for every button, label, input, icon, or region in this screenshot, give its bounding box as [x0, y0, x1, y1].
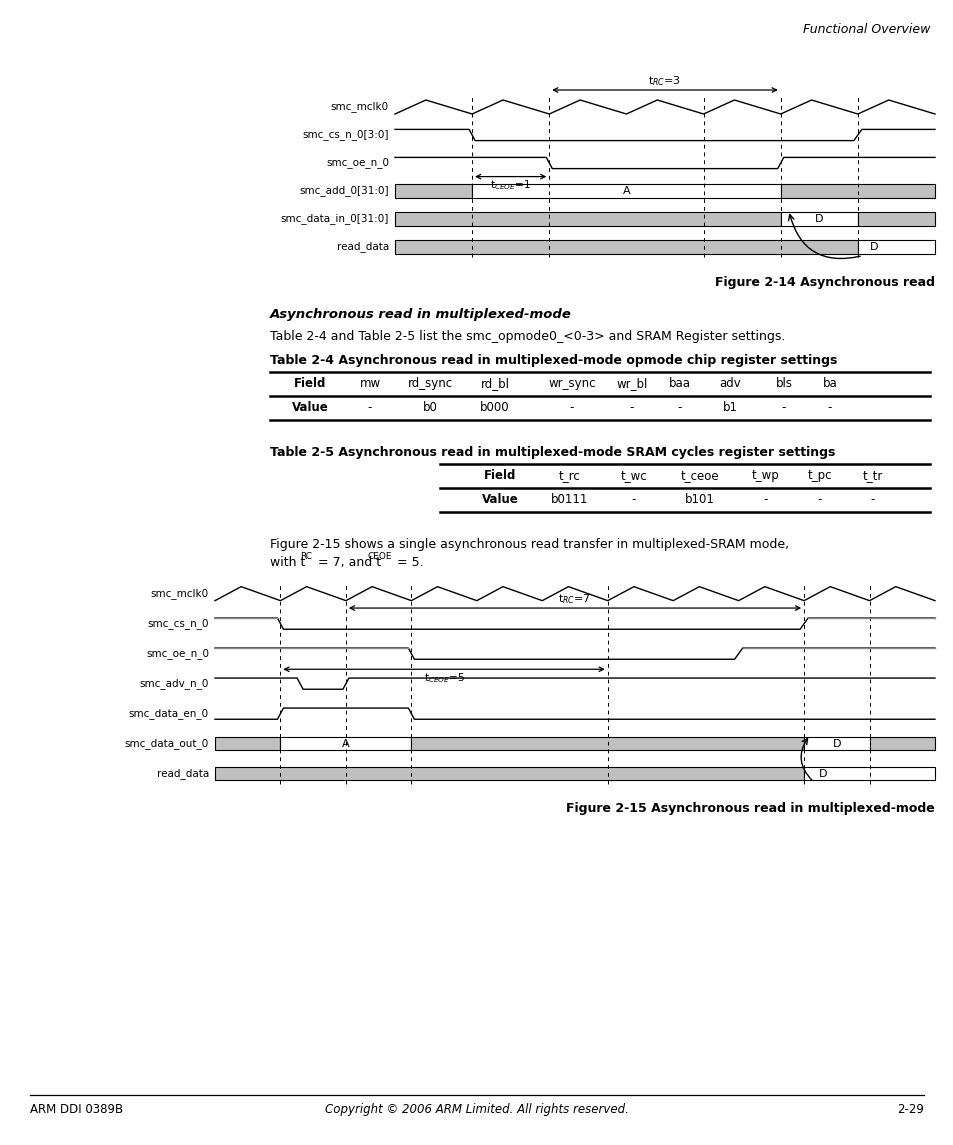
- Bar: [214, 737, 280, 750]
- Text: RC: RC: [299, 552, 312, 561]
- Text: b101: b101: [684, 493, 714, 506]
- Text: smc_oe_n_0: smc_oe_n_0: [146, 648, 209, 660]
- Text: Value: Value: [481, 493, 517, 506]
- Text: smc_mclk0: smc_mclk0: [151, 589, 209, 599]
- Text: -: -: [677, 401, 681, 414]
- Text: Asynchronous read in multiplexed-mode: Asynchronous read in multiplexed-mode: [270, 308, 571, 321]
- Text: Field: Field: [294, 377, 326, 390]
- Text: -: -: [763, 493, 767, 506]
- Text: wr_bl: wr_bl: [616, 377, 647, 390]
- Text: Field: Field: [483, 469, 516, 482]
- Text: smc_adv_n_0: smc_adv_n_0: [139, 678, 209, 689]
- Text: D: D: [814, 214, 822, 224]
- Text: Table 2-5 Asynchronous read in multiplexed-mode SRAM cycles register settings: Table 2-5 Asynchronous read in multiplex…: [270, 445, 835, 459]
- Text: wr_sync: wr_sync: [548, 377, 595, 390]
- Text: t_wp: t_wp: [751, 469, 779, 482]
- Text: adv: adv: [719, 377, 740, 390]
- Text: with t: with t: [270, 555, 305, 569]
- Text: rd_bl: rd_bl: [480, 377, 509, 390]
- Text: -: -: [781, 401, 785, 414]
- Bar: [280, 737, 411, 750]
- Text: Copyright © 2006 ARM Limited. All rights reserved.: Copyright © 2006 ARM Limited. All rights…: [325, 1103, 628, 1116]
- Text: ARM DDI 0389B: ARM DDI 0389B: [30, 1103, 123, 1116]
- Text: bls: bls: [775, 377, 792, 390]
- Text: ba: ba: [821, 377, 837, 390]
- Text: D: D: [832, 739, 841, 749]
- Text: smc_data_en_0: smc_data_en_0: [129, 709, 209, 719]
- Text: t_tr: t_tr: [862, 469, 882, 482]
- Text: smc_data_out_0: smc_data_out_0: [125, 739, 209, 749]
- Text: Functional Overview: Functional Overview: [801, 23, 929, 35]
- Text: smc_cs_n_0[3:0]: smc_cs_n_0[3:0]: [302, 129, 389, 141]
- Text: = 5.: = 5.: [393, 555, 423, 569]
- Text: smc_oe_n_0: smc_oe_n_0: [326, 158, 389, 168]
- Text: smc_cs_n_0: smc_cs_n_0: [148, 618, 209, 629]
- Text: read_data: read_data: [156, 768, 209, 779]
- Text: -: -: [827, 401, 831, 414]
- Text: t$_{RC}$=7: t$_{RC}$=7: [558, 592, 591, 606]
- Text: t$_{CEOE}$=1: t$_{CEOE}$=1: [490, 179, 531, 192]
- Text: Figure 2-15 shows a single asynchronous read transfer in multiplexed-SRAM mode,: Figure 2-15 shows a single asynchronous …: [270, 538, 788, 551]
- Text: -: -: [870, 493, 874, 506]
- Text: b1: b1: [721, 401, 737, 414]
- Text: rd_sync: rd_sync: [407, 377, 452, 390]
- Text: = 7, and t: = 7, and t: [314, 555, 381, 569]
- Text: -: -: [368, 401, 372, 414]
- Text: -: -: [629, 401, 634, 414]
- Text: b000: b000: [479, 401, 509, 414]
- Text: -: -: [817, 493, 821, 506]
- Text: b0: b0: [422, 401, 437, 414]
- Text: smc_mclk0: smc_mclk0: [331, 102, 389, 112]
- Text: Figure 2-14 Asynchronous read: Figure 2-14 Asynchronous read: [714, 276, 934, 289]
- Text: t_pc: t_pc: [807, 469, 831, 482]
- Text: t$_{CEOE}$=5: t$_{CEOE}$=5: [423, 671, 464, 685]
- Text: b0111: b0111: [551, 493, 588, 506]
- Text: Table 2-4 and Table 2-5 list the smc_opmode0_<0-3> and SRAM Register settings.: Table 2-4 and Table 2-5 list the smc_opm…: [270, 330, 784, 342]
- Text: t_ceoe: t_ceoe: [680, 469, 719, 482]
- Text: baa: baa: [668, 377, 690, 390]
- Text: mw: mw: [359, 377, 380, 390]
- Text: t$_{RC}$=3: t$_{RC}$=3: [648, 74, 680, 88]
- Text: A: A: [342, 739, 350, 749]
- Bar: [395, 184, 472, 198]
- Text: Figure 2-15 Asynchronous read in multiplexed-mode: Figure 2-15 Asynchronous read in multipl…: [566, 803, 934, 815]
- Bar: [857, 212, 934, 226]
- Bar: [868, 737, 934, 750]
- Text: -: -: [631, 493, 636, 506]
- Bar: [803, 737, 868, 750]
- Bar: [780, 212, 857, 226]
- Text: A: A: [622, 185, 630, 196]
- Text: -: -: [569, 401, 574, 414]
- Text: t_wc: t_wc: [620, 469, 647, 482]
- Text: 2-29: 2-29: [896, 1103, 923, 1116]
- Bar: [411, 737, 803, 750]
- Bar: [803, 767, 934, 780]
- Text: D: D: [869, 242, 878, 252]
- Bar: [395, 240, 857, 254]
- Bar: [780, 184, 934, 198]
- Text: CEOE: CEOE: [368, 552, 392, 561]
- Text: smc_data_in_0[31:0]: smc_data_in_0[31:0]: [280, 214, 389, 224]
- Text: smc_add_0[31:0]: smc_add_0[31:0]: [299, 185, 389, 197]
- Bar: [857, 240, 934, 254]
- Text: Value: Value: [292, 401, 328, 414]
- Bar: [214, 767, 803, 780]
- Text: Table 2-4 Asynchronous read in multiplexed-mode opmode chip register settings: Table 2-4 Asynchronous read in multiplex…: [270, 354, 837, 366]
- Text: t_rc: t_rc: [558, 469, 580, 482]
- Bar: [472, 184, 780, 198]
- Text: read_data: read_data: [336, 242, 389, 252]
- Text: D: D: [819, 768, 826, 779]
- Bar: [395, 212, 780, 226]
